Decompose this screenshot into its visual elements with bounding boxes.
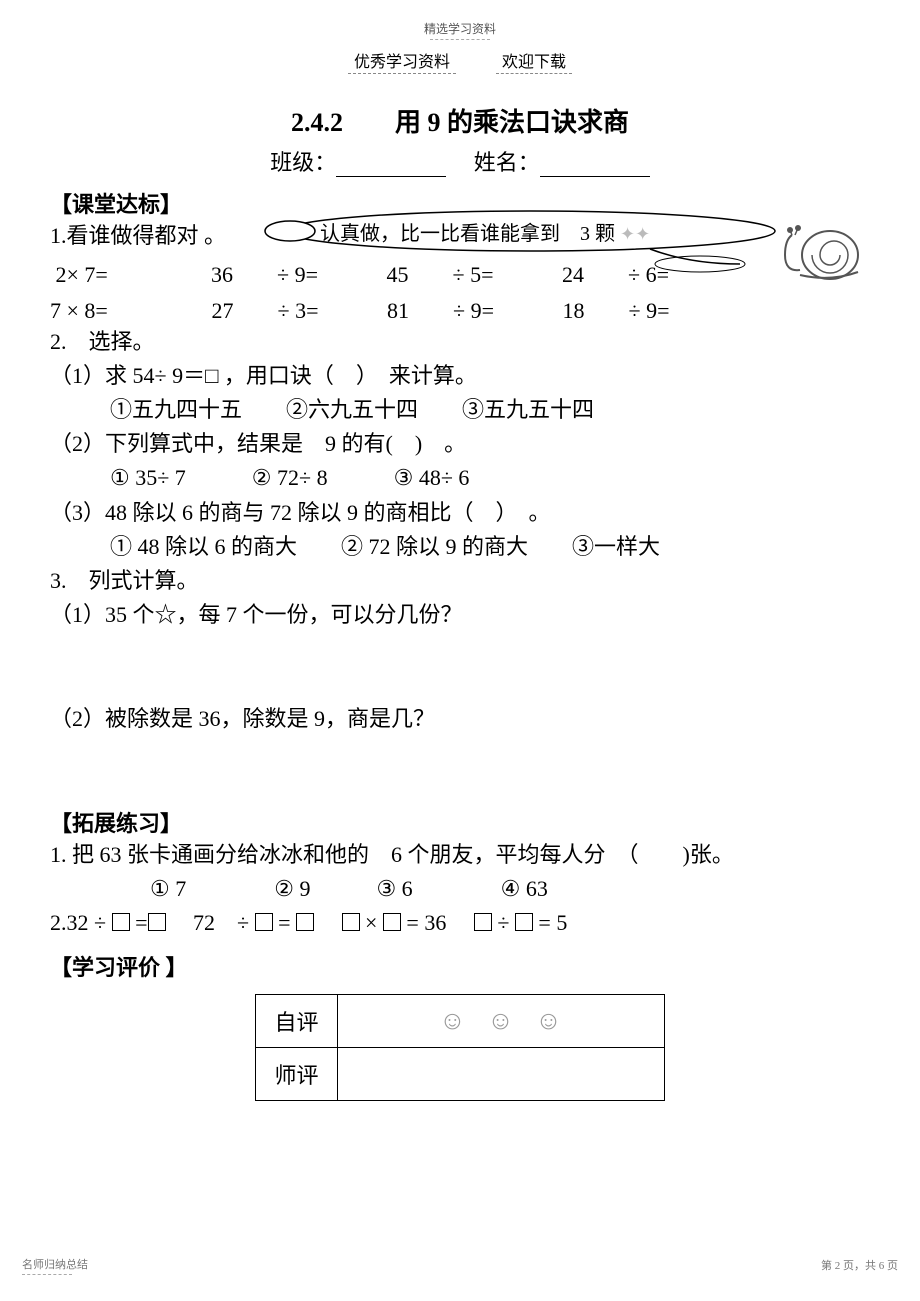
divider <box>22 1274 72 1275</box>
ext2-a: 2.32 ÷ <box>50 910 106 935</box>
section-eval: 【学习评价 】 <box>50 950 870 982</box>
eval-table: 自评 ☺ ☺ ☺ 师评 <box>255 994 664 1101</box>
ext1-opts: ① 7 ② 9 ③ 6 ④ 63 <box>50 872 870 906</box>
box-icon[interactable] <box>255 913 273 931</box>
q2-2-opts: ① 35÷ 7 ② 72÷ 8 ③ 48÷ 6 <box>50 461 870 495</box>
q2-3-opts: ① 48 除以 6 的商大 ② 72 除以 9 的商大 ③一样大 <box>50 530 870 564</box>
eval-teacher-label: 师评 <box>256 1048 337 1101</box>
eq-2a: 7 × 8= <box>50 298 206 324</box>
footer-left: 名师归纳总结 <box>22 1256 88 1275</box>
star-icon: ✦✦ <box>620 224 650 244</box>
eval-self-label: 自评 <box>256 995 337 1048</box>
eq-1a: 2× 7= <box>56 262 206 288</box>
name-label: 姓名： <box>474 150 540 175</box>
ext2-b: = <box>135 910 147 935</box>
header-right: 欢迎下载 <box>496 54 572 74</box>
q2-1-opts: ①五九四十五 ②六九五十四 ③五九五十四 <box>50 393 870 427</box>
callout-bubble: 认真做，比一比看谁能拿到 3 颗 ✦✦ <box>250 209 780 259</box>
eval-teacher-cell[interactable] <box>337 1048 664 1101</box>
name-blank[interactable] <box>540 154 650 177</box>
face-icon: ☺ <box>439 1006 466 1036</box>
q3-1: （1）35 个☆，每 7 个一份，可以分几份？ <box>50 598 870 632</box>
callout-text: 认真做，比一比看谁能拿到 3 颗 <box>320 223 615 245</box>
q2-2: （2）下列算式中，结果是 9 的有( ) 。 <box>50 427 870 461</box>
table-row: 师评 <box>256 1048 664 1101</box>
ext2-h: = 5 <box>538 910 567 935</box>
header-line: 优秀学习资料 欢迎下载 <box>50 48 870 72</box>
class-name-line: 班级： 姓名： <box>50 145 870 177</box>
ext1: 1. 把 63 张卡通画分给冰冰和他的 6 个朋友，平均每人分 （ )张。 <box>50 838 870 872</box>
snail-icon <box>770 200 880 290</box>
class-blank[interactable] <box>336 154 446 177</box>
box-icon[interactable] <box>515 913 533 931</box>
ext2-g: ÷ <box>497 910 509 935</box>
face-icon: ☺ <box>487 1006 514 1036</box>
q2-1: （1）求 54÷ 9＝□ ，用口诀（ ） 来计算。 <box>50 359 870 393</box>
header-left: 优秀学习资料 <box>348 54 456 74</box>
divider <box>430 39 490 40</box>
class-label: 班级： <box>270 150 336 175</box>
page-title: 2.4.2 用 9 的乘法口诀求商 <box>50 102 870 139</box>
box-icon[interactable] <box>474 913 492 931</box>
q2-3: （3）48 除以 6 的商与 72 除以 9 的商相比（ ） 。 <box>50 496 870 530</box>
ext2-c: 72 ÷ <box>193 910 249 935</box>
box-icon[interactable] <box>296 913 314 931</box>
table-row: 自评 ☺ ☺ ☺ <box>256 995 664 1048</box>
ext2-d: = <box>278 910 290 935</box>
q3-2: （2）被除数是 36，除数是 9，商是几？ <box>50 702 870 736</box>
box-icon[interactable] <box>383 913 401 931</box>
q2-heading: 2. 选择。 <box>50 325 870 359</box>
eval-self-cell[interactable]: ☺ ☺ ☺ <box>337 995 664 1048</box>
q3-heading: 3. 列式计算。 <box>50 564 870 598</box>
box-icon[interactable] <box>112 913 130 931</box>
section-extend: 【拓展练习】 <box>50 806 870 838</box>
footer-right: 第 2 页，共 6 页 <box>821 1257 898 1273</box>
ext2-f: = 36 <box>406 910 446 935</box>
top-note: 精选学习资料 <box>50 20 870 37</box>
box-icon[interactable] <box>148 913 166 931</box>
footer-left-text: 名师归纳总结 <box>22 1259 88 1271</box>
ext2-e: × <box>365 910 377 935</box>
ext2: 2.32 ÷ = 72 ÷ = × = 36 ÷ = 5 <box>50 906 870 940</box>
box-icon[interactable] <box>342 913 360 931</box>
face-icon: ☺ <box>535 1006 562 1036</box>
